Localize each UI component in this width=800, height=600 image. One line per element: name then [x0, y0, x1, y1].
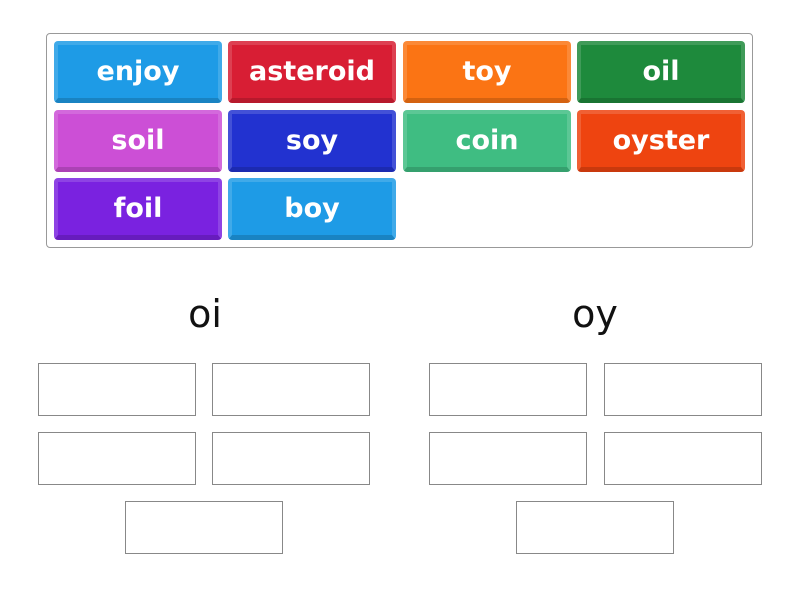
- word-tile-boy[interactable]: boy: [228, 178, 396, 240]
- word-tile-toy[interactable]: toy: [403, 41, 571, 103]
- word-tile-soy[interactable]: soy: [228, 110, 396, 172]
- word-tile-oil[interactable]: oil: [577, 41, 745, 103]
- drop-slot-oi[interactable]: [212, 363, 370, 416]
- word-tile-oyster[interactable]: oyster: [577, 110, 745, 172]
- drop-slot-oi[interactable]: [38, 432, 196, 485]
- word-tile-asteroid[interactable]: asteroid: [228, 41, 396, 103]
- drop-slot-oi[interactable]: [212, 432, 370, 485]
- word-tile-foil[interactable]: foil: [54, 178, 222, 240]
- drop-slot-oy[interactable]: [429, 432, 587, 485]
- drop-slot-oi[interactable]: [125, 501, 283, 554]
- word-tile-coin[interactable]: coin: [403, 110, 571, 172]
- word-tile-enjoy[interactable]: enjoy: [54, 41, 222, 103]
- drop-slot-oi[interactable]: [38, 363, 196, 416]
- drop-slot-oy[interactable]: [429, 363, 587, 416]
- drop-slot-oy[interactable]: [516, 501, 674, 554]
- word-tile-soil[interactable]: soil: [54, 110, 222, 172]
- word-pool: [46, 33, 753, 248]
- drop-slot-oy[interactable]: [604, 432, 762, 485]
- group-title-oy: oy: [572, 292, 618, 336]
- group-title-oi: oi: [188, 292, 222, 336]
- drop-slot-oy[interactable]: [604, 363, 762, 416]
